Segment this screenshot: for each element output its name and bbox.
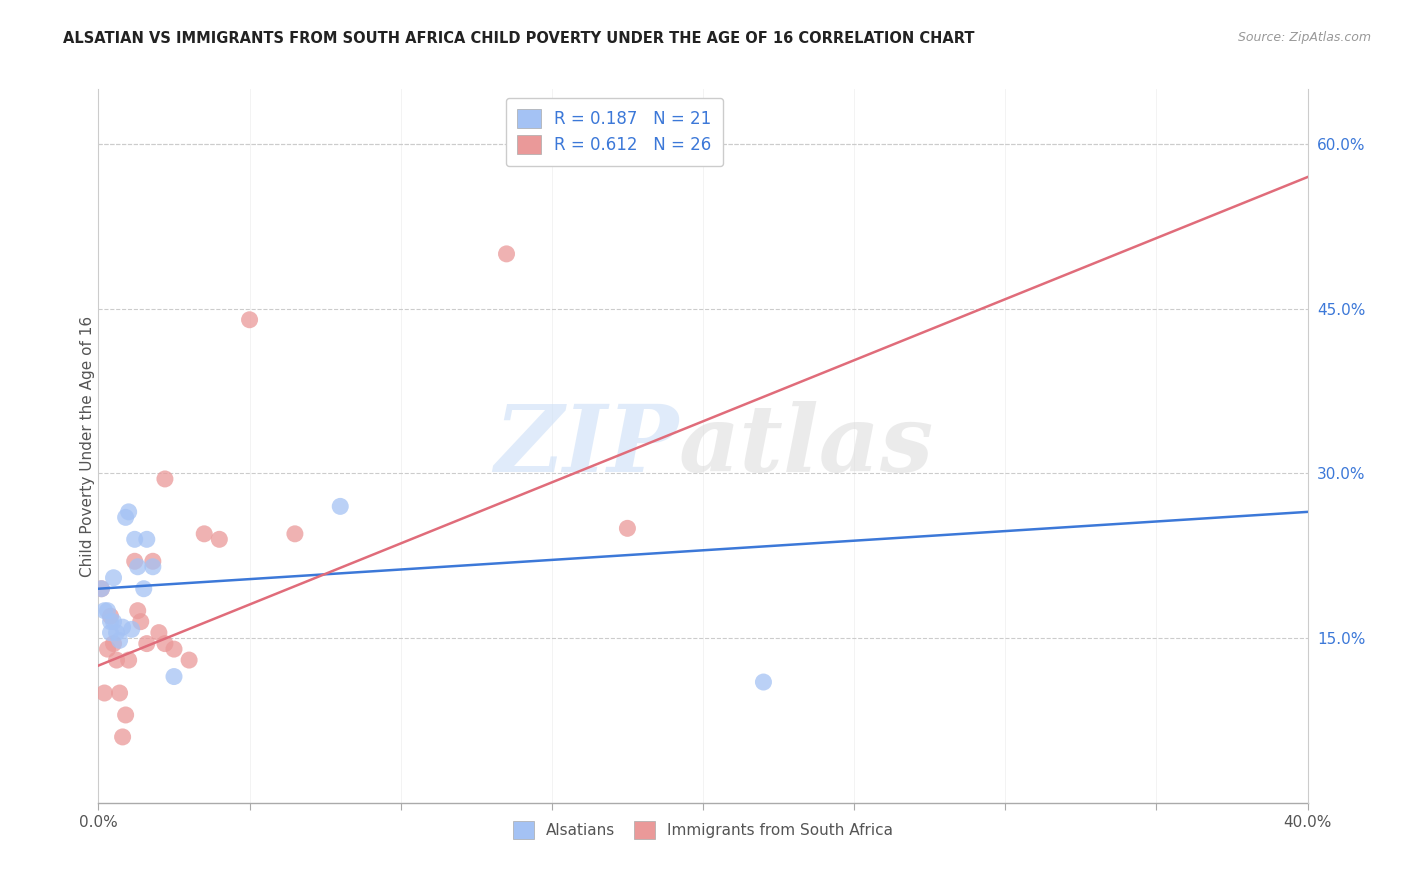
- Point: [100, 609, 122, 624]
- Point: [142, 559, 165, 574]
- Point: [163, 642, 186, 657]
- Point: [495, 247, 517, 261]
- Point: [153, 472, 176, 486]
- Point: [114, 708, 136, 723]
- Point: [96, 604, 118, 618]
- Point: [105, 653, 128, 667]
- Point: [103, 637, 125, 651]
- Point: [752, 675, 775, 690]
- Point: [108, 686, 131, 700]
- Point: [105, 625, 128, 640]
- Point: [93, 604, 115, 618]
- Point: [100, 625, 122, 640]
- Point: [135, 533, 157, 547]
- Text: ALSATIAN VS IMMIGRANTS FROM SOUTH AFRICA CHILD POVERTY UNDER THE AGE OF 16 CORRE: ALSATIAN VS IMMIGRANTS FROM SOUTH AFRICA…: [63, 31, 974, 46]
- Point: [90, 582, 112, 596]
- Point: [132, 582, 155, 596]
- Point: [103, 615, 125, 629]
- Point: [118, 653, 141, 667]
- Point: [153, 637, 176, 651]
- Point: [129, 615, 152, 629]
- Point: [239, 312, 262, 326]
- Point: [142, 554, 165, 568]
- Point: [96, 642, 118, 657]
- Point: [108, 633, 131, 648]
- Y-axis label: Child Poverty Under the Age of 16: Child Poverty Under the Age of 16: [80, 316, 94, 576]
- Point: [208, 533, 231, 547]
- Point: [148, 625, 170, 640]
- Point: [135, 637, 157, 651]
- Point: [124, 554, 146, 568]
- Point: [193, 526, 215, 541]
- Point: [124, 533, 146, 547]
- Text: ZIP: ZIP: [495, 401, 679, 491]
- Point: [114, 510, 136, 524]
- Point: [179, 653, 201, 667]
- Point: [284, 526, 307, 541]
- Point: [90, 582, 112, 596]
- Point: [121, 623, 143, 637]
- Point: [103, 571, 125, 585]
- Point: [111, 730, 134, 744]
- Point: [118, 505, 141, 519]
- Point: [100, 615, 122, 629]
- Point: [163, 669, 186, 683]
- Text: Source: ZipAtlas.com: Source: ZipAtlas.com: [1237, 31, 1371, 45]
- Point: [93, 686, 115, 700]
- Point: [127, 559, 149, 574]
- Point: [329, 500, 352, 514]
- Point: [127, 604, 149, 618]
- Text: atlas: atlas: [679, 401, 934, 491]
- Point: [616, 521, 638, 535]
- Legend: Alsatians, Immigrants from South Africa: Alsatians, Immigrants from South Africa: [506, 815, 900, 845]
- Point: [111, 620, 134, 634]
